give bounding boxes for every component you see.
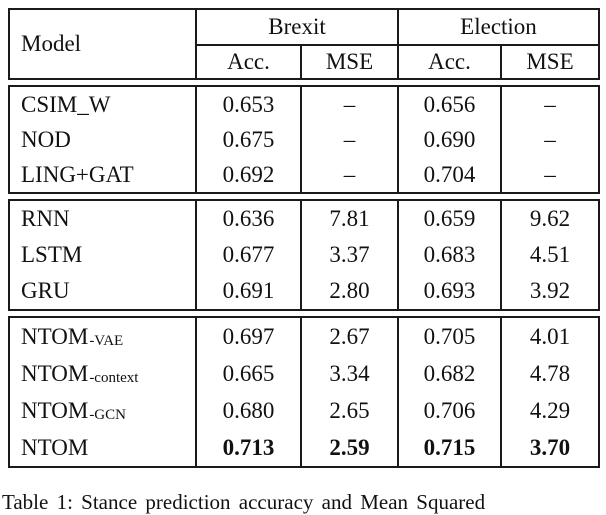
value-cell: 3.37 — [300, 237, 397, 273]
model-name-cell: NOD — [10, 122, 195, 157]
model-name: NTOM — [21, 323, 89, 349]
value-cell: 0.680 — [195, 392, 300, 429]
value-cell: 0.656 — [397, 87, 500, 122]
value-cell: 9.62 — [500, 201, 598, 237]
column-header-election-mse: MSE — [500, 46, 598, 78]
value-cell: 4.51 — [500, 237, 598, 273]
model-name: NTOM — [21, 397, 89, 423]
double-rule-gap — [8, 194, 600, 199]
double-rule-gap — [8, 311, 600, 316]
value-cell: 0.683 — [397, 237, 500, 273]
column-header-election-acc: Acc. — [397, 46, 500, 78]
model-name: CSIM_W — [21, 91, 111, 117]
value-cell: 0.665 — [195, 355, 300, 392]
value-cell: 2.67 — [300, 318, 397, 355]
value-cell: 0.715 — [397, 429, 500, 466]
value-cell: 2.80 — [300, 273, 397, 309]
model-name-cell: LSTM — [10, 237, 195, 273]
value-cell: 0.690 — [397, 122, 500, 157]
value-cell: 0.704 — [397, 157, 500, 192]
value-cell: 0.691 — [195, 273, 300, 309]
model-name-subscript: -context — [89, 370, 139, 386]
double-rule-gap — [8, 80, 600, 85]
model-name-cell: NTOM -GCN — [10, 392, 195, 429]
model-name: NOD — [21, 126, 71, 152]
column-header-brexit-mse: MSE — [300, 46, 397, 78]
column-group-header-brexit: Brexit — [195, 10, 397, 46]
value-cell: – — [300, 87, 397, 122]
model-name: NTOM — [21, 434, 89, 460]
model-name: RNN — [21, 206, 70, 231]
value-cell: 4.29 — [500, 392, 598, 429]
model-name-subscript: -VAE — [89, 333, 124, 349]
value-cell: – — [500, 122, 598, 157]
column-header-model: Model — [21, 31, 82, 56]
model-name-cell: RNN — [10, 201, 195, 237]
value-cell: – — [500, 87, 598, 122]
value-cell: 0.697 — [195, 318, 300, 355]
value-cell: 0.692 — [195, 157, 300, 192]
value-cell: 0.636 — [195, 201, 300, 237]
table-section-rnn-models: RNN 0.636 7.81 0.659 9.62 LSTM 0.677 3.37 0.683 4… — [8, 199, 600, 311]
value-cell: 0.693 — [397, 273, 500, 309]
model-name: GRU — [21, 278, 70, 303]
model-name: LSTM — [21, 242, 83, 267]
table-header: Model Brexit Election Acc. MSE Acc. MSE — [8, 8, 600, 80]
model-name-cell: NTOM — [10, 429, 195, 466]
value-cell: 0.653 — [195, 87, 300, 122]
value-cell: – — [500, 157, 598, 192]
value-cell: – — [300, 157, 397, 192]
table-section-baselines: CSIM_W 0.653–0.656– NOD 0.675–0.690– LING+GA… — [8, 85, 600, 194]
model-name-cell: CSIM_W — [10, 87, 195, 122]
value-cell: 0.706 — [397, 392, 500, 429]
value-cell: 4.78 — [500, 355, 598, 392]
model-name-cell: NTOM -context — [10, 355, 195, 392]
table-section-ntom-ablations: NTOM -VAE 0.697 2.67 0.705 4.01 NTOM -context 0.… — [8, 316, 600, 468]
value-cell: 3.70 — [500, 429, 598, 466]
table-caption: Table 1: Stance prediction accuracy and … — [2, 490, 486, 514]
model-name-cell: GRU — [10, 273, 195, 309]
value-cell: 2.59 — [300, 429, 397, 466]
column-header-brexit-acc: Acc. — [195, 46, 300, 78]
value-cell: 0.675 — [195, 122, 300, 157]
value-cell: 0.677 — [195, 237, 300, 273]
column-group-header-election: Election — [397, 10, 598, 46]
value-cell: 0.659 — [397, 201, 500, 237]
value-cell: 2.65 — [300, 392, 397, 429]
value-cell: 0.713 — [195, 429, 300, 466]
model-name: LING+GAT — [21, 161, 134, 187]
value-cell: 3.92 — [500, 273, 598, 309]
model-name-cell: NTOM -VAE — [10, 318, 195, 355]
value-cell: 4.01 — [500, 318, 598, 355]
model-name-cell: LING+GAT — [10, 157, 195, 192]
model-name: NTOM — [21, 360, 89, 386]
value-cell: 7.81 — [300, 201, 397, 237]
results-table: Model Brexit Election Acc. MSE Acc. MSE … — [8, 8, 600, 468]
model-name-subscript: -GCN — [89, 407, 126, 423]
value-cell: 3.34 — [300, 355, 397, 392]
value-cell: 0.705 — [397, 318, 500, 355]
value-cell: – — [300, 122, 397, 157]
value-cell: 0.682 — [397, 355, 500, 392]
